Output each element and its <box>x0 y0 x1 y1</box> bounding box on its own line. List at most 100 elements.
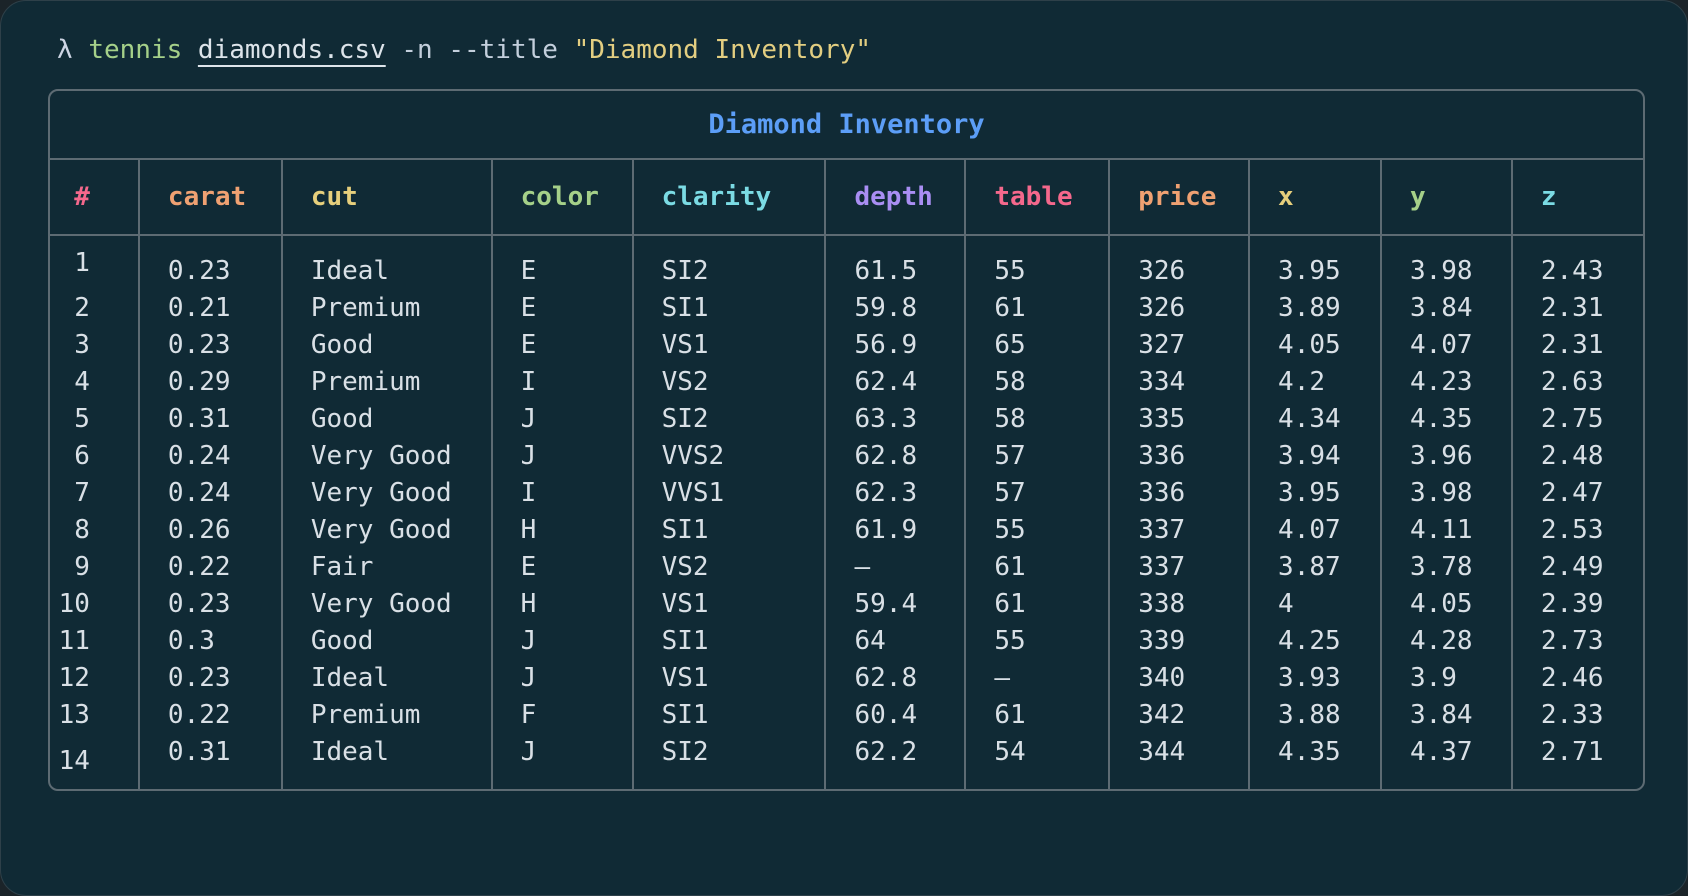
cell: 2.71 <box>1510 733 1643 789</box>
cell: 61 <box>964 289 1108 326</box>
cell: 0.31 <box>137 733 281 789</box>
cell: 0.21 <box>137 289 281 326</box>
table-row: 2 0.21 Premium E SI1 59.8 61 326 3.89 3.84 2.31 <box>50 289 1643 326</box>
cell: J <box>490 733 632 789</box>
cell: 61 <box>964 585 1108 622</box>
table-row: 9 0.22 Fair E VS2—61 337 3.87 3.78 2.49 <box>50 548 1643 585</box>
cell: Fair <box>280 548 491 585</box>
cell: — <box>824 548 964 585</box>
cell: VVS2 <box>631 437 825 474</box>
cell: 61 <box>964 696 1108 733</box>
command-quoted-string: "Diamond Inventory" <box>573 35 872 65</box>
cell: 4.25 <box>1248 622 1380 659</box>
cell: 58 <box>964 363 1108 400</box>
cell: 4.35 <box>1248 733 1380 789</box>
cell: 2.47 <box>1510 474 1643 511</box>
cell: Premium <box>280 289 491 326</box>
column-header-cut: cut <box>280 160 491 236</box>
cell: 62.8 <box>824 659 964 696</box>
cell: 2.39 <box>1510 585 1643 622</box>
cell: 3.95 <box>1248 474 1380 511</box>
cell: Ideal <box>280 733 491 789</box>
command-line: λ tennis diamonds.csv -n --title "Diamon… <box>1 1 1687 66</box>
column-header-y: y <box>1379 160 1511 236</box>
row-number: 11 <box>58 625 90 656</box>
row-number: 14 <box>58 746 90 776</box>
column-header-index: # <box>50 160 138 236</box>
cell: 338 <box>1108 585 1248 622</box>
table-row: 10 0.23 Very Good H VS1 59.4 61 338 4 4.05 2.39 <box>50 585 1643 622</box>
cell: 4 <box>1248 585 1380 622</box>
cell: 3.84 <box>1379 289 1511 326</box>
cell: VS2 <box>631 363 825 400</box>
cell: 2.43 <box>1510 236 1643 289</box>
cell: 4.34 <box>1248 400 1380 437</box>
cell: 59.8 <box>824 289 964 326</box>
space <box>558 35 574 65</box>
row-number: 5 <box>74 403 90 434</box>
cell: 3.88 <box>1248 696 1380 733</box>
cell: I <box>490 363 632 400</box>
cell: 64 <box>824 622 964 659</box>
cell: 3.98 <box>1379 236 1511 289</box>
cell: VS2 <box>631 548 825 585</box>
cell: 0.26 <box>137 511 281 548</box>
table-row: 3 0.23 Good E VS1 56.9 65 327 4.05 4.07 2.31 <box>50 326 1643 363</box>
cell: SI1 <box>631 622 825 659</box>
row-number: 10 <box>58 588 90 619</box>
cell: VS1 <box>631 659 825 696</box>
cell: 337 <box>1108 548 1248 585</box>
cell: Very Good <box>280 437 491 474</box>
cell: Ideal <box>280 236 491 289</box>
cell: 335 <box>1108 400 1248 437</box>
cell: 61.9 <box>824 511 964 548</box>
cell: 4.37 <box>1379 733 1511 789</box>
file-argument-link[interactable]: diamonds.csv <box>197 35 386 65</box>
cell: 3.89 <box>1248 289 1380 326</box>
cell: Good <box>280 326 491 363</box>
cell: — <box>964 659 1108 696</box>
cell: 0.23 <box>137 236 281 289</box>
cell: Very Good <box>280 585 491 622</box>
cell: 3.94 <box>1248 437 1380 474</box>
cell: VS1 <box>631 585 825 622</box>
cell: E <box>490 236 632 289</box>
column-header-table: table <box>964 160 1109 236</box>
table-row: 11 0.3 Good J SI1 64 55 339 4.25 4.28 2.73 <box>50 622 1643 659</box>
column-header-price: price <box>1108 160 1249 236</box>
cell: 326 <box>1108 236 1248 289</box>
cell: 55 <box>964 622 1108 659</box>
cell: 57 <box>964 474 1108 511</box>
cell: 327 <box>1108 326 1248 363</box>
column-header-z: z <box>1510 160 1643 236</box>
cell: 0.23 <box>137 585 281 622</box>
column-header-color: color <box>490 160 632 236</box>
shell-prompt-lambda: λ <box>57 35 73 65</box>
cell: 2.75 <box>1510 400 1643 437</box>
cell: Very Good <box>280 511 491 548</box>
cell: I <box>490 474 632 511</box>
column-header-x: x <box>1248 160 1380 236</box>
cell: 3.93 <box>1248 659 1380 696</box>
cell: 62.8 <box>824 437 964 474</box>
cell: 4.11 <box>1379 511 1511 548</box>
cell: E <box>490 326 632 363</box>
results-table-frame: Diamond Inventory # carat cut color clarity d… <box>48 89 1645 791</box>
cell: Premium <box>280 363 491 400</box>
column-header-depth: depth <box>824 160 965 236</box>
cell: 4.2 <box>1248 363 1380 400</box>
cell: 59.4 <box>824 585 964 622</box>
cell: SI2 <box>631 733 825 789</box>
table-row: 6 0.24 Very Good J VVS2 62.8 57 336 3.94 3.96 2.48 <box>50 437 1643 474</box>
cell: 339 <box>1108 622 1248 659</box>
cell: 58 <box>964 400 1108 437</box>
column-header-clarity: clarity <box>631 160 825 236</box>
cell: 342 <box>1108 696 1248 733</box>
cell: H <box>490 585 632 622</box>
cell: 3.84 <box>1379 696 1511 733</box>
cell: 3.96 <box>1379 437 1511 474</box>
cell: 4.23 <box>1379 363 1511 400</box>
cell: 4.07 <box>1379 326 1511 363</box>
cell: 340 <box>1108 659 1248 696</box>
